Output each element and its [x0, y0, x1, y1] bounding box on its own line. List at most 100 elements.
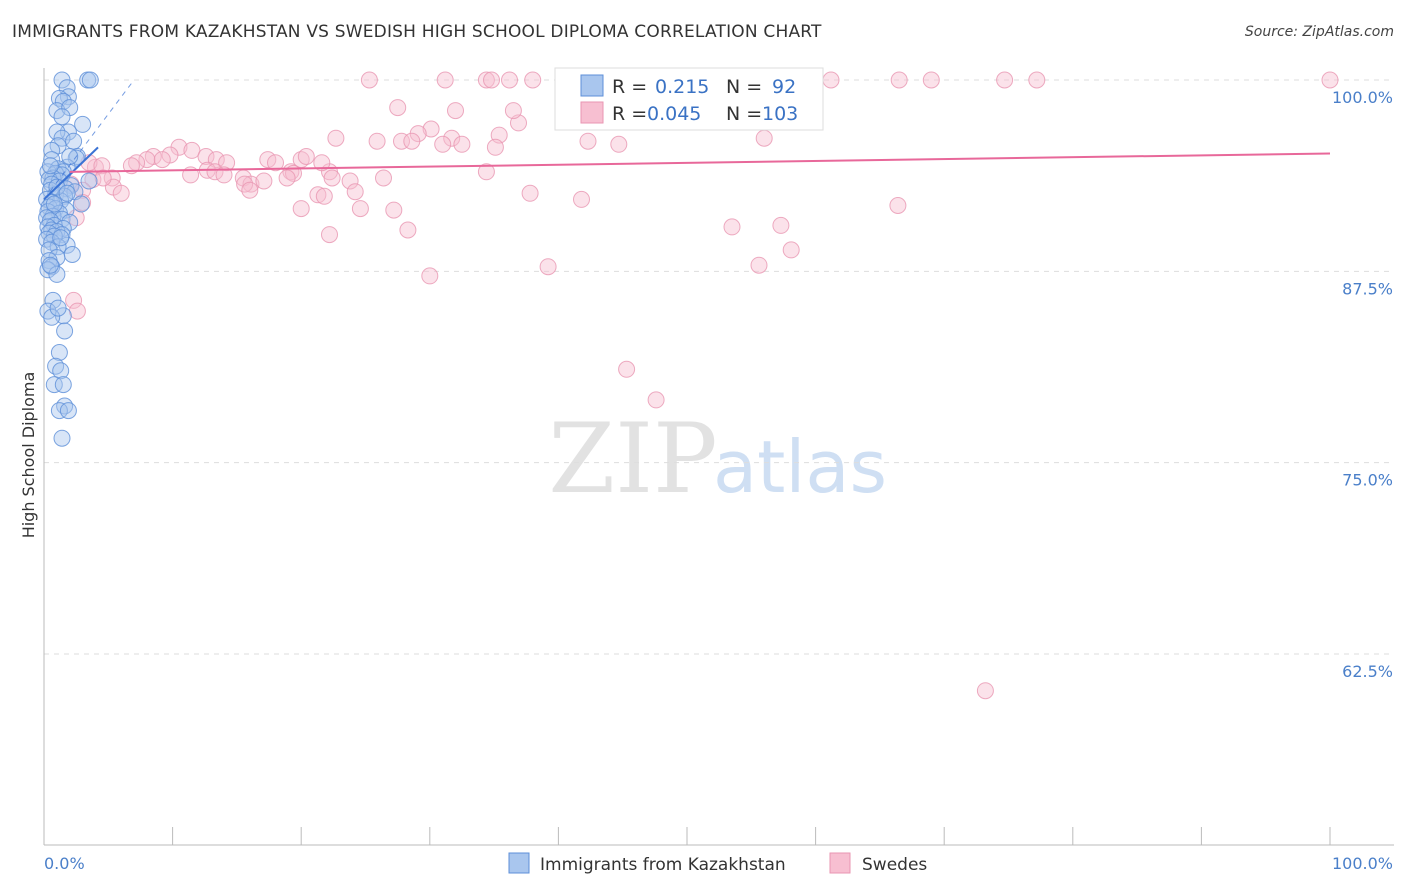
data-point: [1028, 71, 1046, 89]
data-point: [45, 195, 63, 213]
stats-swatch-pink: [580, 101, 604, 124]
data-point: [39, 261, 57, 279]
stats-r-label-blue: R =: [612, 76, 647, 98]
data-point: [58, 184, 76, 202]
x-tick-labels: 0.0% 100.0%: [44, 854, 1393, 873]
data-point: [94, 169, 112, 187]
data-point: [45, 376, 63, 394]
data-point: [524, 71, 542, 89]
source-label: Source: ZipAtlas.com: [1244, 24, 1394, 40]
y-axis-label: High School Diploma: [19, 372, 38, 539]
data-point: [183, 141, 201, 159]
legend-swatch-kazakhstan: [508, 852, 530, 874]
data-point: [41, 157, 59, 175]
x-tick-label-min: 0.0%: [44, 854, 85, 873]
chart-title: IMMIGRANTS FROM KAZAKHSTAN VS SWEDISH HI…: [12, 22, 822, 42]
data-point: [321, 226, 338, 244]
data-point: [504, 102, 522, 120]
data-point: [74, 115, 92, 133]
data-point: [434, 135, 452, 153]
data-point: [68, 302, 86, 320]
data-point: [351, 200, 369, 218]
data-point: [67, 149, 85, 167]
data-point: [647, 391, 665, 409]
data-point: [922, 71, 940, 89]
data-point: [255, 172, 273, 190]
data-point: [346, 183, 364, 201]
data-point: [309, 186, 327, 204]
legend-swatch-swedes: [829, 852, 851, 874]
watermark-atlas: atlas: [713, 425, 887, 509]
data-point: [138, 151, 156, 169]
data-point: [49, 299, 67, 317]
data-point: [278, 169, 296, 187]
data-point: [53, 429, 71, 447]
data-point: [53, 108, 71, 126]
trend-lines: [43, 79, 1331, 201]
data-point: [399, 221, 417, 239]
data-point: [80, 172, 98, 190]
data-point: [63, 246, 81, 263]
data-point: [976, 682, 994, 700]
data-point: [477, 71, 495, 89]
data-point: [122, 157, 140, 175]
data-point: [782, 241, 800, 259]
data-point: [297, 148, 315, 165]
data-point: [59, 402, 77, 420]
stats-swatch-blue: [580, 74, 604, 97]
data-point: [573, 190, 590, 208]
data-point: [1321, 71, 1339, 89]
data-point: [47, 357, 65, 375]
data-point: [267, 154, 284, 172]
data-point: [61, 148, 79, 165]
data-point: [215, 166, 233, 184]
data-point: [360, 71, 378, 89]
data-point: [43, 141, 61, 159]
trend-line-kazakhstan-extension: [43, 79, 135, 200]
data-point: [422, 120, 440, 138]
data-point: [385, 201, 403, 219]
data-point: [48, 265, 66, 283]
data-point: [375, 169, 392, 187]
data-point: [41, 256, 59, 274]
data-point: [822, 71, 840, 89]
data-point: [772, 216, 790, 234]
kazakhstan-points: [38, 71, 99, 447]
data-point: [521, 184, 539, 202]
x-tick-label-max: 100.0%: [1332, 854, 1393, 873]
legend-label-kazakhstan: Immigrants from Kazakhstan: [540, 855, 786, 875]
y-tick-label: 62.5%: [1342, 662, 1393, 681]
data-point: [447, 102, 464, 120]
data-point: [241, 181, 259, 199]
data-point: [153, 151, 171, 169]
trend-line-kazakhstan: [43, 146, 99, 201]
stats-n-value-pink: 103: [762, 103, 798, 125]
data-point: [477, 163, 495, 181]
swedes-points: [62, 71, 1339, 700]
data-point: [197, 148, 215, 165]
y-tick-labels: 100.0% 87.5% 75.0% 62.5%: [1332, 88, 1393, 681]
data-point: [103, 169, 121, 187]
stats-box: R = 0.215 N = 92 R = 0.045 N = 103: [554, 67, 824, 131]
y-tick-label: 100.0%: [1332, 88, 1393, 107]
data-point: [579, 132, 597, 150]
data-point: [323, 169, 341, 187]
stats-n-label-blue: N =: [726, 76, 762, 98]
data-point: [368, 132, 386, 150]
data-point: [43, 308, 61, 326]
data-point: [56, 322, 74, 340]
data-point: [755, 129, 773, 147]
data-point: [723, 218, 741, 236]
data-point: [112, 184, 130, 202]
data-point: [341, 172, 359, 190]
axes: [43, 68, 1394, 846]
trend-line-swedes: [69, 152, 1331, 173]
data-point: [453, 135, 471, 153]
data-point: [54, 376, 72, 394]
data-point: [206, 163, 224, 181]
data-point: [483, 71, 500, 89]
data-point: [501, 71, 518, 89]
data-point: [315, 187, 333, 205]
stats-n-value-blue: 92: [772, 76, 796, 98]
